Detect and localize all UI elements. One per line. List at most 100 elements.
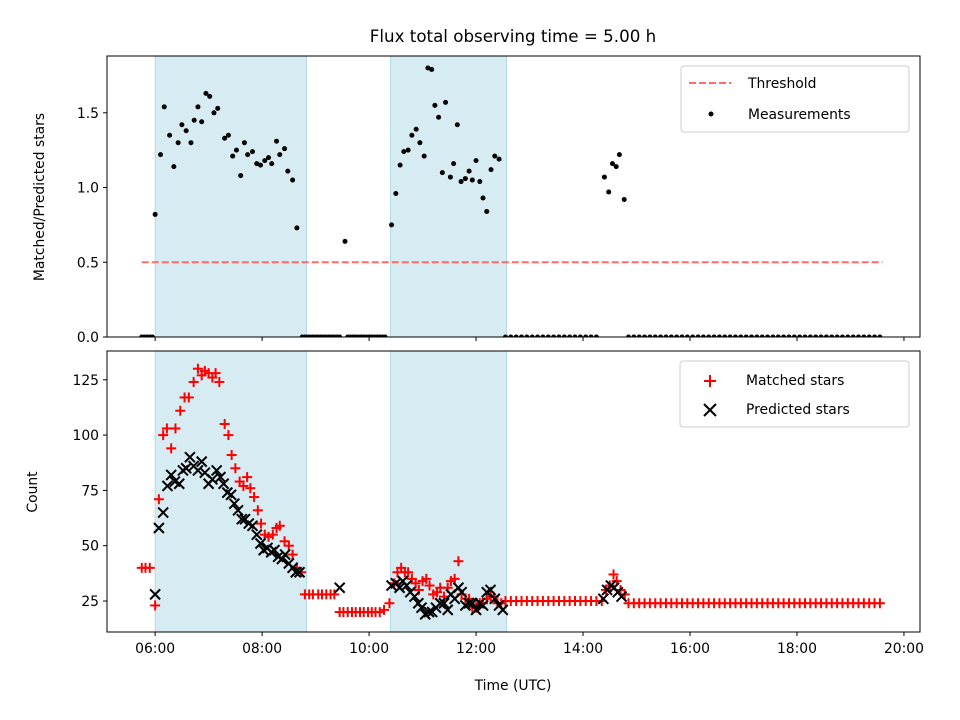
legend-threshold-label: Threshold xyxy=(747,76,816,92)
predicted-star-point xyxy=(489,593,501,605)
measurement-point xyxy=(171,164,177,170)
predicted-star-point xyxy=(290,566,302,578)
measurement-point xyxy=(488,167,494,173)
measurement-point xyxy=(230,153,236,159)
predicted-star-point xyxy=(251,528,263,541)
predicted-star-point xyxy=(206,473,219,486)
measurement-point xyxy=(606,189,612,195)
matched-star-point xyxy=(424,580,435,591)
matched-star-point xyxy=(166,443,177,454)
measurement-point xyxy=(621,196,627,202)
predicted-star-point xyxy=(393,582,406,594)
measurement-point xyxy=(393,191,399,197)
measurement-point xyxy=(561,334,567,337)
measurement-point xyxy=(443,99,449,105)
measurement-point xyxy=(738,334,744,337)
measurement-point xyxy=(775,334,781,337)
y-tick-label: 1.5 xyxy=(77,106,99,122)
measurement-point xyxy=(700,334,706,337)
measurement-point xyxy=(613,164,619,170)
x-tick-label: 08:00 xyxy=(242,641,282,657)
measurement-point xyxy=(417,140,423,146)
measurement-point xyxy=(436,114,442,120)
shaded-region-1 xyxy=(154,350,308,633)
measurement-point xyxy=(254,161,260,167)
y-tick-label: 25 xyxy=(81,594,99,610)
measurement-point xyxy=(241,140,247,146)
count-plot-area xyxy=(136,363,885,621)
measurement-point xyxy=(625,334,631,337)
count-legend-box xyxy=(679,360,910,428)
x-tick-label: 20:00 xyxy=(884,641,924,657)
measurement-point xyxy=(401,149,407,155)
matched-star-point xyxy=(267,529,278,540)
predicted-star-point xyxy=(415,601,428,614)
measurement-point xyxy=(695,334,701,337)
predicted-star-point xyxy=(455,586,468,598)
count-panel: 25 50 75 100 125 06:00 08:00 10:00 12:00 14:00 16… xyxy=(25,350,924,694)
matched-star-point xyxy=(214,376,225,387)
measurement-point xyxy=(451,161,457,167)
measurement-point xyxy=(834,334,840,337)
ratio-legend: Threshold Measurements xyxy=(680,65,910,133)
measurement-point xyxy=(647,334,653,337)
measurement-point xyxy=(429,66,435,72)
matched-star-point xyxy=(188,376,199,387)
matched-star-point xyxy=(210,368,221,379)
measurement-point xyxy=(454,122,460,128)
matched-star-point xyxy=(175,405,186,416)
measurement-point xyxy=(397,162,403,168)
predicted-star-point xyxy=(157,506,169,519)
x-tick-label: 18:00 xyxy=(777,641,817,657)
measurement-point xyxy=(258,162,264,168)
measurement-point xyxy=(823,334,829,337)
measurement-point xyxy=(781,334,787,337)
legend-measurements-swatch xyxy=(708,111,714,117)
x-axis-label: Time (UTC) xyxy=(474,678,552,694)
matched-star-point xyxy=(379,604,390,615)
predicted-star-point xyxy=(165,469,177,481)
measurement-point xyxy=(285,168,291,174)
shaded-region-2 xyxy=(389,55,508,338)
matched-star-point xyxy=(249,492,260,503)
matched-star-point xyxy=(274,520,285,531)
ratio-x-axis-ticks xyxy=(154,337,905,341)
predicted-star-point xyxy=(438,597,450,609)
matched-star-point xyxy=(219,419,230,430)
measurement-point xyxy=(556,334,562,337)
measurement-point xyxy=(290,177,296,183)
measurement-point xyxy=(508,334,514,337)
measurement-point xyxy=(706,334,712,337)
measurement-point xyxy=(249,149,255,155)
matched-star-point xyxy=(252,505,263,516)
matched-star-point xyxy=(874,598,885,609)
measurement-point xyxy=(188,140,194,146)
measurement-point xyxy=(567,334,573,337)
y-tick-label: 75 xyxy=(81,483,99,499)
count-y-axis-label: Count xyxy=(25,471,41,513)
measurement-point xyxy=(652,334,658,337)
measurement-point xyxy=(786,334,792,337)
predicted-star-point xyxy=(246,520,259,532)
shaded-region-1 xyxy=(154,55,308,338)
measurement-point xyxy=(684,334,690,337)
x-tick-label: 06:00 xyxy=(135,641,175,657)
measurement-point xyxy=(157,152,163,158)
matched-star-point xyxy=(608,569,619,580)
measurement-point xyxy=(588,334,594,337)
measurement-point xyxy=(658,334,664,337)
count-legend: Matched stars Predicted stars xyxy=(679,360,910,428)
measurement-point xyxy=(195,104,201,110)
measurement-point xyxy=(203,90,209,96)
measurement-point xyxy=(572,334,578,337)
predicted-star-point xyxy=(184,451,196,463)
matched-star-point xyxy=(223,430,234,441)
measurement-point xyxy=(631,334,637,337)
matched-star-point xyxy=(449,573,460,584)
predicted-star-point xyxy=(225,489,237,501)
measurement-point xyxy=(601,174,607,180)
measurement-point xyxy=(754,334,760,337)
ratio-plot-area xyxy=(139,65,883,337)
predicted-star-point xyxy=(477,599,489,612)
